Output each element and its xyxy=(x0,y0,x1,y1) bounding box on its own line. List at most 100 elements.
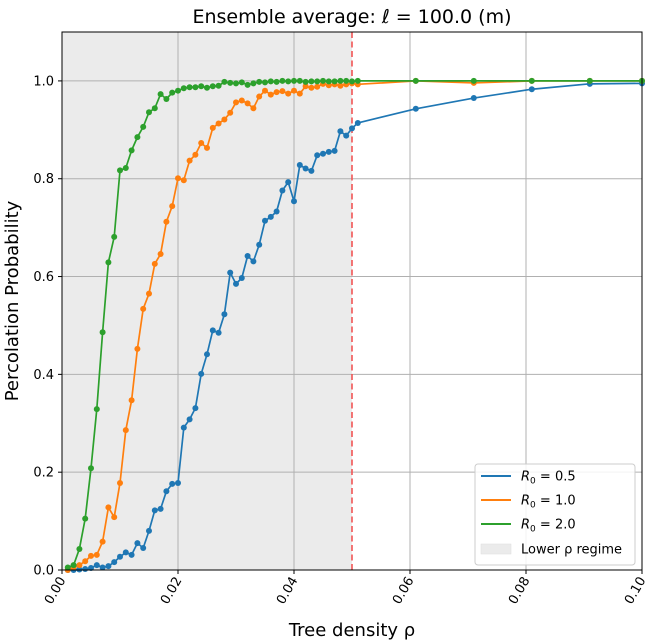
data-point xyxy=(273,89,280,96)
legend-label: R0 = 1.0 xyxy=(521,494,576,511)
data-point xyxy=(279,187,286,194)
x-tick-label: 0.00 xyxy=(42,575,69,608)
legend-label: R0 = 0.5 xyxy=(521,470,576,487)
data-point xyxy=(354,77,361,84)
data-point xyxy=(198,140,205,147)
legend-box xyxy=(474,463,636,566)
data-point xyxy=(470,77,477,84)
data-point xyxy=(76,562,83,569)
data-point xyxy=(122,427,129,434)
data-point xyxy=(302,83,309,90)
data-point xyxy=(175,479,181,486)
data-point xyxy=(470,95,477,102)
data-point xyxy=(180,85,187,92)
data-point xyxy=(117,553,123,560)
x-tick-label: 0.04 xyxy=(274,575,301,608)
legend-label: R0 = 2.0 xyxy=(521,518,576,535)
y-axis-label: Percolation Probability xyxy=(2,200,23,401)
data-point xyxy=(198,83,205,90)
data-point xyxy=(99,329,106,336)
data-point xyxy=(250,105,257,112)
data-point xyxy=(134,540,141,547)
data-point xyxy=(157,505,164,512)
data-point xyxy=(180,424,187,431)
data-point xyxy=(291,198,297,205)
data-point xyxy=(151,507,158,514)
data-point xyxy=(169,89,176,96)
data-point xyxy=(169,480,176,487)
data-point xyxy=(198,370,205,377)
data-point xyxy=(262,79,268,86)
data-point xyxy=(291,87,297,94)
data-point xyxy=(215,329,222,336)
data-point xyxy=(105,259,112,266)
data-point xyxy=(151,260,158,267)
data-point xyxy=(146,527,152,534)
data-point xyxy=(291,77,297,84)
data-point xyxy=(233,99,239,106)
data-point xyxy=(105,563,112,570)
data-point xyxy=(262,87,268,94)
data-point xyxy=(128,551,135,558)
data-point xyxy=(175,175,181,182)
data-point xyxy=(325,148,332,155)
x-tick-label: 0.10 xyxy=(622,575,649,608)
data-point xyxy=(354,119,361,126)
data-point xyxy=(273,78,280,85)
data-point xyxy=(412,77,419,84)
data-point xyxy=(256,78,263,85)
data-point xyxy=(586,77,593,84)
data-point xyxy=(70,562,77,569)
data-point xyxy=(227,79,234,86)
data-point xyxy=(163,96,170,103)
data-point xyxy=(244,100,251,107)
y-tick-label: 0.2 xyxy=(33,466,54,481)
x-tick-label: 0.08 xyxy=(506,575,533,608)
data-point xyxy=(325,78,332,85)
data-point xyxy=(99,538,106,545)
lower-rho-region xyxy=(62,32,352,570)
data-point xyxy=(146,290,152,297)
data-point xyxy=(273,208,280,215)
data-point xyxy=(349,125,355,132)
data-point xyxy=(192,84,199,91)
legend: R0 = 0.5 R0 = 1.0 R0 = 2.0 Lower ρ regime xyxy=(474,463,636,566)
data-point xyxy=(180,177,187,184)
data-point xyxy=(238,275,245,282)
data-point xyxy=(76,545,83,552)
data-point xyxy=(256,93,263,100)
data-point xyxy=(192,151,199,158)
data-point xyxy=(117,167,123,174)
data-point xyxy=(221,78,228,85)
data-point xyxy=(163,218,170,225)
data-point xyxy=(186,416,193,423)
data-point xyxy=(250,258,257,265)
data-point xyxy=(140,305,147,312)
data-point xyxy=(192,405,199,412)
data-point xyxy=(244,253,251,260)
data-point xyxy=(267,78,274,85)
data-point xyxy=(314,152,321,159)
plot-frame xyxy=(61,31,643,571)
data-point xyxy=(93,406,100,413)
data-point xyxy=(227,109,234,116)
data-point xyxy=(221,311,228,318)
data-point xyxy=(331,78,338,85)
data-point xyxy=(233,280,239,287)
data-point xyxy=(93,551,100,558)
data-point xyxy=(244,81,251,88)
data-point xyxy=(215,120,222,127)
data-point xyxy=(146,109,152,116)
data-point xyxy=(82,558,89,565)
data-point xyxy=(151,105,158,112)
data-point xyxy=(209,83,216,90)
data-point xyxy=(349,78,355,85)
data-point xyxy=(175,87,181,94)
data-point xyxy=(163,488,170,495)
data-point xyxy=(134,134,141,141)
y-tick-label: 0.6 xyxy=(33,270,54,285)
data-point xyxy=(256,241,263,248)
data-point xyxy=(267,213,274,220)
series-2 xyxy=(64,77,645,571)
